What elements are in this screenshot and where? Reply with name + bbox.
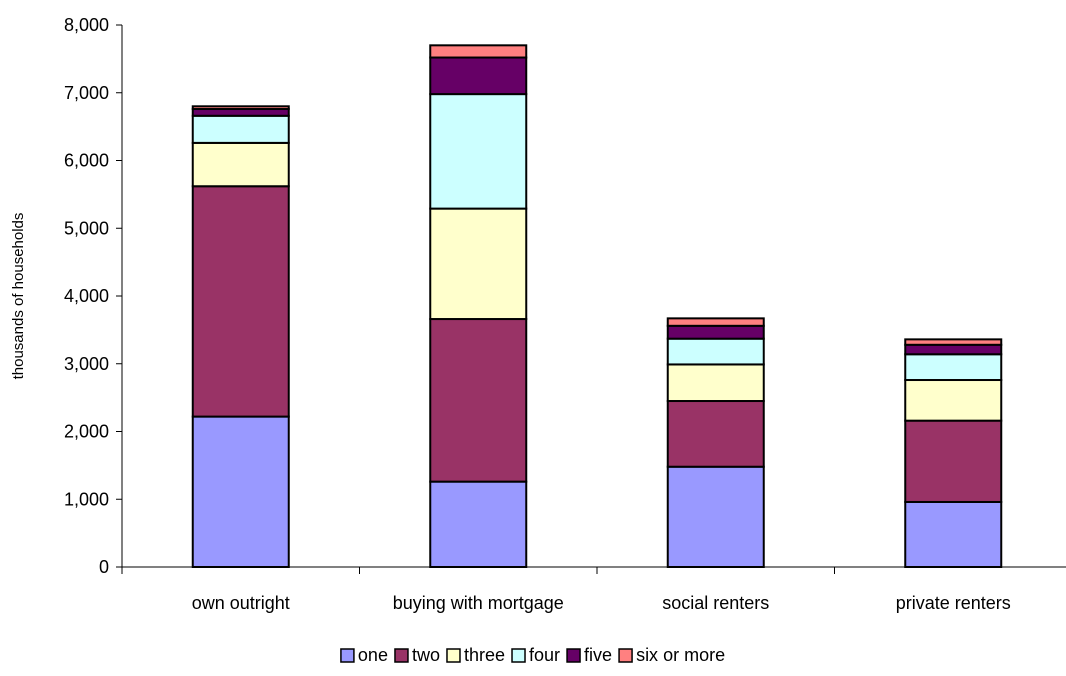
bar-own-outright-three [191, 141, 290, 188]
bar-social-renters-two [666, 400, 765, 468]
legend-swatch-two [394, 648, 409, 663]
legend-label-five: five [584, 645, 612, 665]
legend-label-three: three [464, 645, 505, 665]
bar-own-outright-four [191, 114, 290, 144]
x-tick-label-buying-with-mortgage: buying with mortgage [393, 593, 564, 613]
legend-item-two: two [394, 645, 440, 665]
bar-buying-with-mortgage-one [429, 480, 528, 569]
bar-buying-with-mortgage-three [429, 207, 528, 321]
legend-label-six-or-more: six or more [636, 645, 725, 665]
y-tick-label: 4,000 [64, 286, 109, 306]
y-tick-label: 3,000 [64, 354, 109, 374]
bar-own-outright-five [191, 108, 290, 117]
bar-buying-with-mortgage-four [429, 93, 528, 210]
bar-social-renters-one [666, 465, 765, 569]
legend-item-five: five [566, 645, 612, 665]
legend-item-one: one [340, 645, 388, 665]
bar-social-renters-six-or-more [666, 317, 765, 327]
legend-label-one: one [358, 645, 388, 665]
legend-swatch-three [446, 648, 461, 663]
y-tick-label: 6,000 [64, 151, 109, 171]
legend-label-two: two [412, 645, 440, 665]
y-tick-label: 5,000 [64, 218, 109, 238]
x-tick-label-own-outright: own outright [192, 593, 290, 613]
bar-own-outright-two [191, 185, 290, 418]
legend-swatch-one [340, 648, 355, 663]
bar-buying-with-mortgage-two [429, 318, 528, 483]
y-tick-label: 2,000 [64, 422, 109, 442]
bar-private-renters-four [904, 353, 1003, 382]
bar-own-outright-six-or-more [191, 105, 290, 111]
legend-swatch-five [566, 648, 581, 663]
y-tick-label: 7,000 [64, 83, 109, 103]
x-tick-label-private-renters: private renters [896, 593, 1011, 613]
bar-private-renters-one [904, 500, 1003, 568]
legend-label-four: four [529, 645, 560, 665]
y-tick-label: 0 [99, 557, 109, 577]
y-tick-label: 8,000 [64, 15, 109, 35]
bar-buying-with-mortgage-six-or-more [429, 44, 528, 59]
bar-social-renters-four [666, 337, 765, 366]
bar-private-renters-six-or-more [904, 338, 1003, 346]
bar-social-renters-five [666, 324, 765, 340]
legend-item-six-or-more: six or more [618, 645, 725, 665]
bar-private-renters-three [904, 379, 1003, 422]
bar-private-renters-two [904, 419, 1003, 503]
legend-item-three: three [446, 645, 505, 665]
x-tick-label-social-renters: social renters [662, 593, 769, 613]
bar-own-outright-one [191, 415, 290, 568]
legend-swatch-four [511, 648, 526, 663]
y-axis-title: thousands of households [10, 213, 27, 380]
legend-swatch-six-or-more [618, 648, 633, 663]
bar-buying-with-mortgage-five [429, 56, 528, 96]
bar-private-renters-five [904, 343, 1003, 356]
bar-social-renters-three [666, 363, 765, 403]
y-tick-label: 1,000 [64, 489, 109, 509]
legend-item-four: four [511, 645, 560, 665]
